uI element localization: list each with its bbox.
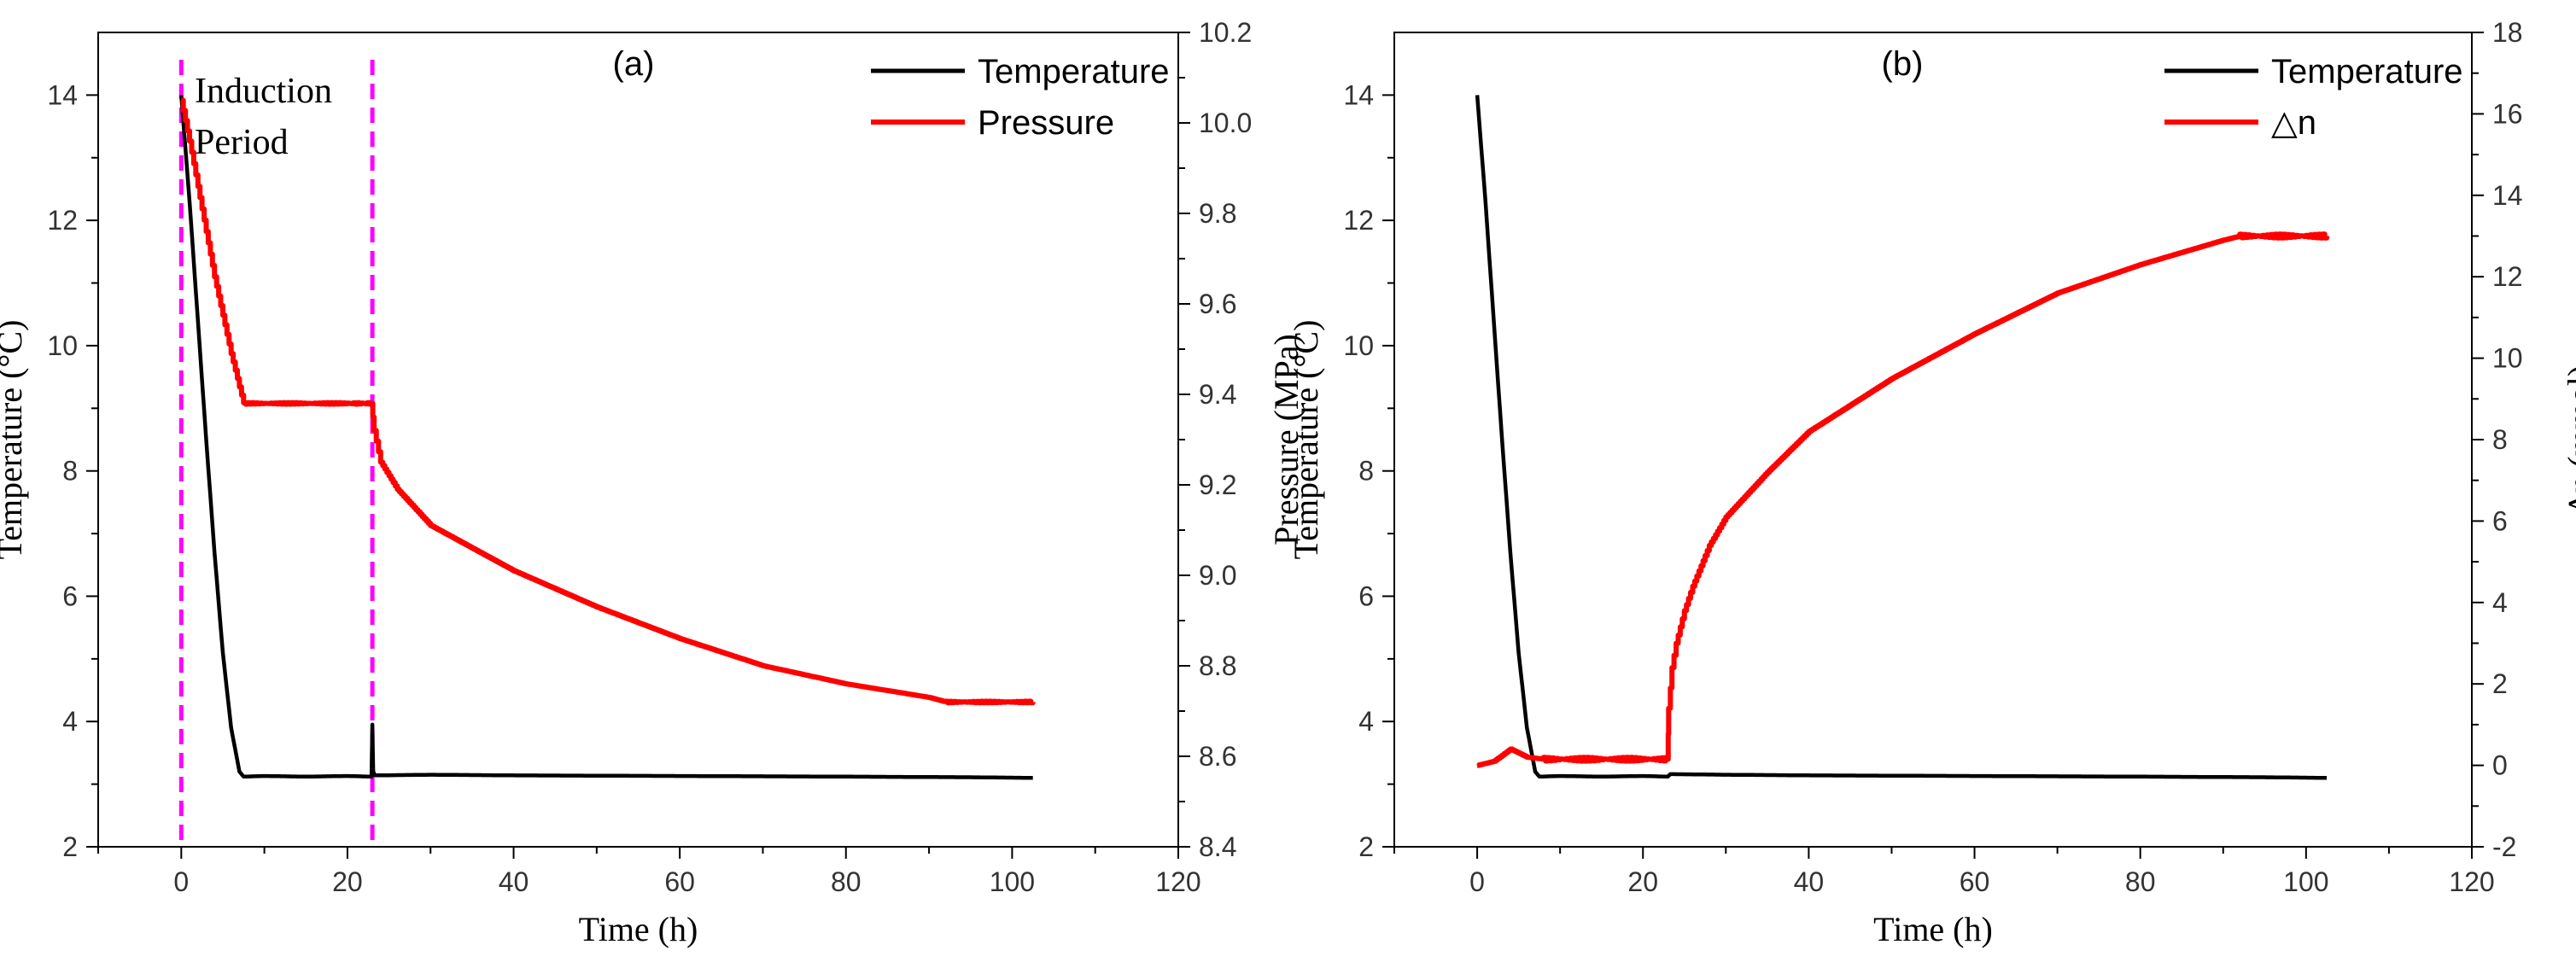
legend-label: Temperature <box>978 53 1170 90</box>
legend-label: △n <box>2271 104 2316 142</box>
x-tick-label: 40 <box>499 866 529 897</box>
x-tick-label: 80 <box>2125 866 2156 897</box>
y-right-tick-label: 2 <box>2492 668 2508 699</box>
x-tick-label: 60 <box>1960 866 1990 897</box>
x-tick-label: 120 <box>2449 866 2494 897</box>
y-right-tick-label: 12 <box>2492 261 2523 292</box>
y-left-tick-label: 2 <box>62 831 78 862</box>
series-line-pressure <box>180 97 1036 706</box>
x-tick-label: 80 <box>831 866 862 897</box>
x-axis-title: Time (h) <box>1873 910 1993 948</box>
x-axis-title: Time (h) <box>579 910 698 948</box>
y-right-tick-label: 4 <box>2492 587 2508 618</box>
series-line-temperature <box>179 95 1033 780</box>
y-right-tick-label: 8.8 <box>1199 650 1236 681</box>
y-right-tick-label: 10.2 <box>1199 17 1252 48</box>
y-right-tick-label: 9.4 <box>1199 379 1236 410</box>
panel-b: 0 20 40 60 80 100 120 2 4 6 8 10 12 14 -2 0 2 4 6 8 10 12 14 16… <box>1287 17 2576 948</box>
y-right-axis-title: ∆n (mmol) <box>2561 365 2576 514</box>
x-tick-label: 60 <box>664 866 695 897</box>
x-tick-label: 20 <box>1627 866 1658 897</box>
y-right-tick-label: 14 <box>2492 180 2523 211</box>
series-line-n <box>1476 231 2330 768</box>
panel-label: (b) <box>1882 45 1924 83</box>
y-left-axis-title: Temperature (°C) <box>1287 320 1325 560</box>
y-right-tick-label: 8 <box>2492 424 2508 455</box>
y-right-tick-label: 9.0 <box>1199 560 1236 591</box>
x-tick-label: 120 <box>1155 866 1200 897</box>
y-left-tick-label: 6 <box>1358 580 1374 611</box>
y-right-tick-label: 18 <box>2492 17 2523 48</box>
y-right-tick-label: 16 <box>2492 98 2523 129</box>
y-left-tick-label: 2 <box>1358 831 1374 862</box>
y-right-tick-label: 9.2 <box>1199 469 1236 500</box>
y-left-tick-label: 6 <box>62 580 78 611</box>
y-right-tick-label: 9.8 <box>1199 198 1236 229</box>
y-left-tick-label: 4 <box>1358 706 1374 737</box>
y-left-tick-label: 12 <box>47 205 78 236</box>
y-right-tick-label: 10 <box>2492 343 2523 374</box>
y-left-tick-label: 12 <box>1343 205 1374 236</box>
y-right-tick-label: 0 <box>2492 750 2508 781</box>
y-left-tick-label: 10 <box>1343 330 1374 361</box>
annotation-line-2: Period <box>195 123 289 162</box>
y-left-tick-label: 8 <box>62 456 78 487</box>
x-tick-label: 0 <box>1469 866 1485 897</box>
y-right-tick-label: 10.0 <box>1199 108 1252 138</box>
y-left-tick-label: 14 <box>1343 79 1374 110</box>
panel-a: 0 20 40 60 80 100 120 2 4 6 8 10 12 14 8.4 8.6 8.8 9.0 9.2… <box>0 17 1306 948</box>
y-right-axis-title: Pressure (MPa) <box>1267 334 1306 545</box>
y-right-tick-label: 6 <box>2492 505 2508 536</box>
series-line-temperature <box>1475 95 2328 780</box>
y-left-tick-label: 4 <box>62 706 78 737</box>
y-left-axis-title: Temperature (°C) <box>0 320 29 560</box>
x-tick-label: 100 <box>2283 866 2328 897</box>
y-left-tick-label: 14 <box>47 79 78 110</box>
y-left-tick-label: 8 <box>1358 456 1374 487</box>
y-right-tick-label: -2 <box>2492 831 2516 862</box>
y-right-tick-label: 8.4 <box>1199 831 1236 862</box>
x-tick-label: 0 <box>173 866 189 897</box>
plot-frame <box>1393 32 2473 848</box>
x-tick-label: 20 <box>332 866 363 897</box>
y-right-tick-label: 9.6 <box>1199 289 1236 319</box>
y-left-tick-label: 10 <box>47 330 78 361</box>
panel-label: (a) <box>613 45 655 83</box>
x-tick-label: 100 <box>990 866 1035 897</box>
legend-label: Temperature <box>2271 53 2463 90</box>
annotation-line-1: Induction <box>195 72 332 111</box>
legend-label: Pressure <box>978 104 1114 142</box>
x-tick-label: 40 <box>1794 866 1825 897</box>
y-right-tick-label: 8.6 <box>1199 741 1236 772</box>
